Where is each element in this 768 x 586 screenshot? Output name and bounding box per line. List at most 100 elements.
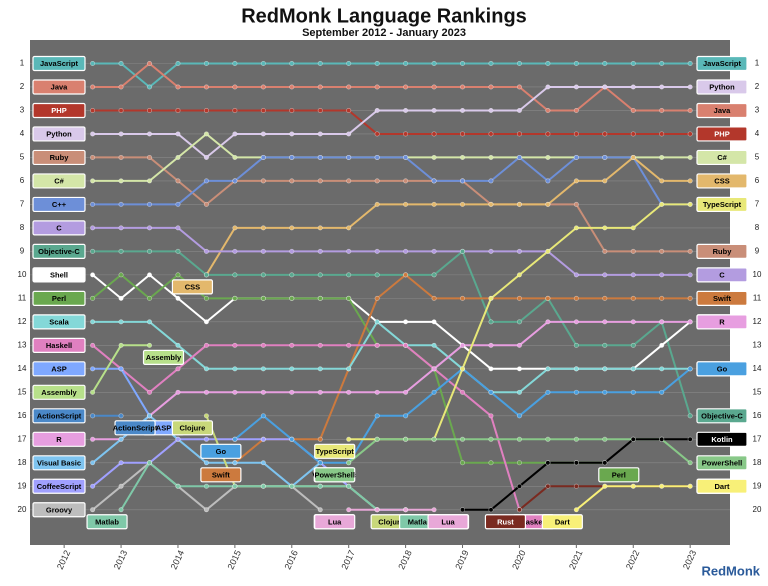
legend-left: Assembly: [41, 388, 77, 397]
data-point: [175, 131, 181, 137]
data-point: [573, 154, 579, 160]
data-point: [175, 154, 181, 160]
data-point: [203, 366, 209, 372]
data-point: [630, 248, 636, 254]
data-point: [403, 178, 409, 184]
data-point: [545, 60, 551, 66]
data-point: [488, 460, 494, 466]
y-tick-label-right: 19: [753, 481, 762, 490]
legend-right-box: [696, 455, 748, 471]
legend-right-box: [696, 196, 748, 213]
data-point: [346, 225, 352, 231]
data-point: [203, 272, 209, 278]
y-tick-label-right: 14: [753, 364, 762, 373]
legend-right-box: [696, 431, 748, 447]
data-point: [118, 84, 124, 90]
data-point: [232, 107, 238, 113]
series-start-label: Go: [216, 447, 227, 456]
data-point: [460, 295, 466, 301]
data-point: [687, 248, 693, 254]
legend-left-box: [32, 408, 86, 424]
data-point: [90, 84, 96, 90]
data-point: [488, 295, 494, 301]
chart-title: RedMonk Language Rankings: [241, 5, 527, 27]
legend-right-box: [696, 267, 748, 283]
y-tick-label-right: 16: [753, 411, 762, 420]
data-point: [346, 507, 352, 513]
data-point: [630, 60, 636, 66]
x-tick-label: 2012: [55, 549, 73, 571]
data-point: [431, 507, 437, 513]
series-line: [205, 156, 691, 276]
data-point: [573, 107, 579, 113]
data-point: [630, 483, 636, 489]
y-tick-label-right: 6: [755, 176, 760, 185]
series-start-label: Clojure: [180, 423, 206, 432]
data-point: [602, 295, 608, 301]
data-point: [573, 272, 579, 278]
data-point: [147, 60, 153, 66]
legend-right-box: [696, 478, 748, 494]
data-point: [403, 107, 409, 113]
data-point: [687, 483, 693, 489]
data-point: [374, 389, 380, 395]
data-point: [232, 389, 238, 395]
y-tick-label-right: 5: [755, 153, 760, 162]
data-point: [289, 154, 295, 160]
data-point: [659, 366, 665, 372]
data-point: [431, 342, 437, 348]
plot-area: [30, 40, 730, 545]
data-point: [659, 107, 665, 113]
data-point: [147, 107, 153, 113]
data-point: [545, 436, 551, 442]
data-point: [232, 483, 238, 489]
data-point: [260, 178, 266, 184]
series-end-label-box: [427, 514, 469, 530]
data-point: [203, 107, 209, 113]
data-point: [118, 319, 124, 325]
data-point: [630, 389, 636, 395]
series-line: [92, 250, 692, 417]
data-point: [289, 248, 295, 254]
data-point: [147, 154, 153, 160]
data-point: [687, 107, 693, 113]
legend-left: Scala: [49, 317, 69, 326]
data-point: [260, 225, 266, 231]
x-tick-label: 2022: [624, 549, 642, 571]
series-end-label-box: [114, 420, 156, 436]
data-point: [630, 131, 636, 137]
y-tick-label-right: 8: [755, 223, 760, 232]
series-start-label-box: [484, 514, 527, 530]
data-point: [260, 272, 266, 278]
data-point: [90, 389, 96, 395]
data-point: [431, 319, 437, 325]
data-point: [317, 507, 323, 513]
legend-right-box: [696, 314, 748, 330]
data-point: [602, 483, 608, 489]
data-point: [403, 389, 409, 395]
legend-right-box: [696, 102, 748, 119]
data-point: [90, 413, 96, 419]
data-point: [602, 225, 608, 231]
legend-right-box: [696, 149, 748, 166]
data-point: [460, 201, 466, 207]
series-end-label: Clojure: [378, 517, 404, 526]
data-point: [687, 272, 693, 278]
data-point: [545, 460, 551, 466]
data-point: [118, 483, 124, 489]
series-end-label: Haskell: [520, 517, 546, 526]
legend-right-box: [696, 290, 748, 306]
legend-left-box: [32, 290, 86, 306]
data-point: [630, 366, 636, 372]
series-end-label: ASP: [156, 423, 171, 432]
data-point: [118, 131, 124, 137]
data-point: [175, 342, 181, 348]
data-point: [687, 460, 693, 466]
series-start-label: TypeScript: [316, 447, 355, 456]
data-point: [147, 178, 153, 184]
series-end-label: Lua: [441, 517, 455, 526]
y-tick-label-right: 4: [755, 129, 760, 138]
legend-right: Dart: [714, 482, 730, 491]
series-line: [92, 109, 691, 135]
